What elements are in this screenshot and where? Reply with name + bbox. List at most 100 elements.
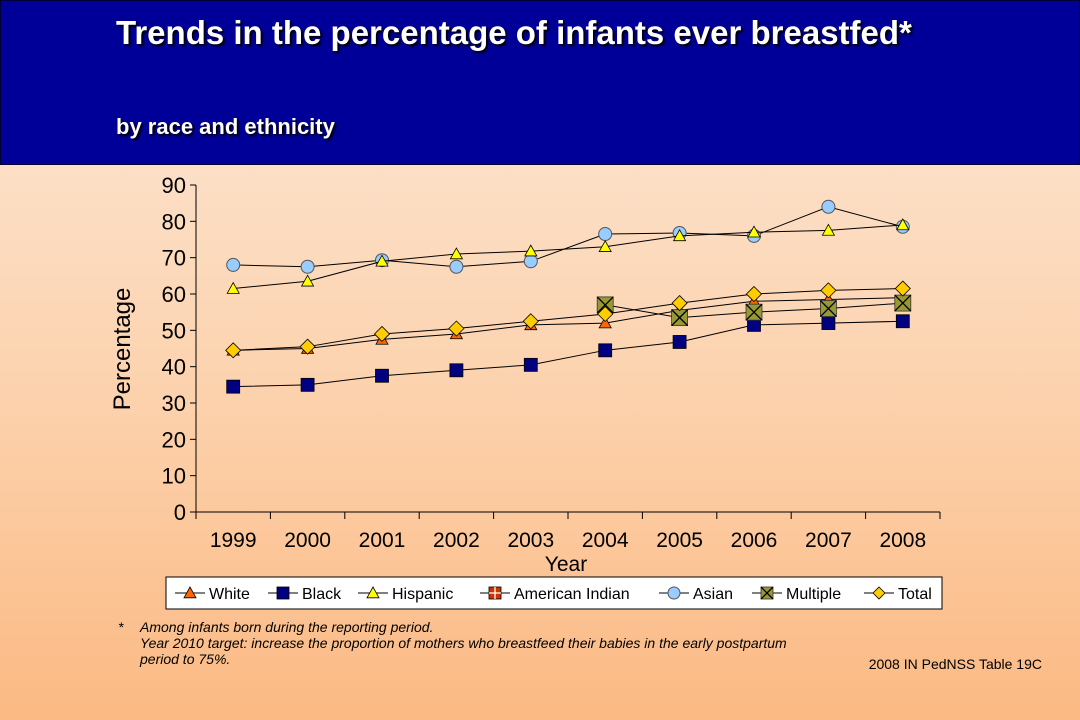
- data-point-hispanic: [821, 223, 836, 236]
- data-point-total: [820, 282, 837, 299]
- series-line-total: [233, 288, 903, 351]
- legend-entry-american-indian: American Indian: [480, 586, 630, 603]
- y-tick-label: 30: [162, 391, 186, 416]
- data-point-total: [373, 325, 391, 343]
- data-point-asian: [598, 227, 613, 242]
- source-note: 2008 IN PedNSS Table 19C: [868, 656, 1042, 672]
- legend-label-white: White: [209, 586, 250, 603]
- data-point-total: [745, 285, 763, 303]
- data-point-black: [449, 363, 464, 378]
- legend-label-multiple: Multiple: [786, 586, 841, 603]
- series-line-black: [233, 320, 903, 388]
- data-point-total: [448, 320, 465, 337]
- data-point-multiple: [819, 300, 837, 317]
- series-multiple: [596, 294, 912, 327]
- data-point-asian: [300, 259, 315, 274]
- legend-marker-asian: [667, 586, 681, 600]
- y-tick-label: 60: [162, 282, 186, 307]
- data-point-multiple: [745, 303, 763, 321]
- legend-label-total: Total: [898, 586, 932, 603]
- legend-entry-black: Black: [268, 586, 342, 603]
- x-tick-label: 2008: [879, 529, 926, 552]
- data-point-white: [598, 316, 612, 329]
- legend-label-asian: Asian: [693, 586, 733, 603]
- data-point-hispanic: [300, 274, 315, 287]
- title-banner: Trends in the percentage of infants ever…: [0, 0, 1080, 165]
- data-point-asian: [449, 259, 464, 274]
- series-black: [226, 314, 910, 394]
- data-point-hispanic: [226, 281, 240, 294]
- y-tick-label: 50: [162, 318, 186, 343]
- x-tick-label: 2004: [582, 529, 629, 552]
- series-line-hispanic: [233, 224, 903, 290]
- y-tick-label: 0: [174, 500, 186, 525]
- series-hispanic: [226, 218, 910, 294]
- y-tick-label: 40: [162, 355, 186, 380]
- legend-marker-hispanic: [366, 586, 380, 599]
- legend: White Black Hispanic American Indian Asian Mu…: [165, 576, 943, 610]
- legend-marker-american-indian: [488, 586, 502, 600]
- data-point-hispanic: [672, 229, 687, 242]
- data-point-asian: [523, 254, 538, 269]
- data-point-hispanic: [598, 239, 612, 252]
- data-point-total: [671, 295, 688, 312]
- legend-entry-total: Total: [864, 586, 932, 603]
- legend-entry-hispanic: Hispanic: [358, 586, 453, 603]
- data-point-hispanic: [524, 244, 538, 257]
- legend-marker-black: [276, 586, 290, 600]
- series-total: [225, 280, 911, 359]
- x-tick-label: 2002: [433, 529, 480, 552]
- data-point-total: [522, 313, 539, 330]
- data-point-multiple: [596, 296, 614, 314]
- legend-entry-asian: Asian: [659, 586, 733, 603]
- data-point-black: [895, 314, 910, 329]
- legend-entry-white: White: [175, 586, 250, 603]
- data-point-black: [672, 335, 687, 349]
- data-point-asian: [226, 257, 241, 272]
- data-point-black: [226, 379, 241, 394]
- x-tick-label: 2003: [507, 529, 554, 552]
- data-point-black: [821, 316, 836, 330]
- data-point-black: [375, 368, 389, 383]
- data-point-hispanic: [747, 225, 761, 238]
- legend-label-hispanic: Hispanic: [392, 586, 453, 603]
- data-point-total: [597, 305, 614, 323]
- x-tick-label: 2005: [656, 529, 703, 552]
- y-tick-label: 70: [162, 246, 186, 271]
- legend-entry-multiple: Multiple: [752, 586, 841, 603]
- footnote-line-3: period to 75%.: [140, 651, 231, 667]
- data-point-multiple: [671, 309, 689, 327]
- line-chart: 0 10 20 30 40 50 60 70 80 90 1999 2000 2001 2002 2003 2…: [109, 173, 943, 610]
- footnote-line-2: Year 2010 target: increase the proportio…: [140, 635, 787, 651]
- x-tick-label: 2001: [359, 529, 406, 552]
- data-point-total: [894, 280, 911, 297]
- y-tick-label: 10: [162, 464, 186, 489]
- series-line-asian: [233, 206, 903, 268]
- x-tick-label: 1999: [210, 529, 257, 552]
- y-tick-label: 20: [162, 427, 186, 452]
- legend-marker-total: [872, 586, 886, 600]
- x-tick-label: 2000: [284, 529, 331, 552]
- data-point-hispanic: [449, 247, 464, 260]
- footnote-line-1: Among infants born during the reporting …: [140, 619, 434, 635]
- footnote-marker: *: [118, 619, 124, 635]
- x-tick-label: 2007: [805, 529, 852, 552]
- data-point-total: [225, 342, 242, 359]
- data-point-hispanic: [896, 218, 910, 231]
- y-axis-label: Percentage: [109, 288, 136, 411]
- data-point-black: [300, 377, 315, 392]
- series-line-white: [233, 297, 903, 351]
- x-tick-label: 2006: [731, 529, 778, 552]
- page-title: Trends in the percentage of infants ever…: [116, 14, 912, 51]
- data-point-black: [523, 357, 538, 372]
- data-point-asian: [821, 199, 836, 214]
- data-point-hispanic: [375, 254, 389, 267]
- legend-label-american-indian: American Indian: [514, 586, 630, 603]
- legend-marker-multiple: [760, 586, 774, 600]
- legend-marker-white: [183, 586, 197, 599]
- y-tick-label: 90: [162, 173, 186, 198]
- legend-label-black: Black: [302, 586, 342, 603]
- y-tick-label: 80: [162, 209, 186, 234]
- footnote: * Among infants born during the reportin…: [118, 619, 918, 667]
- series-asian: [226, 199, 910, 274]
